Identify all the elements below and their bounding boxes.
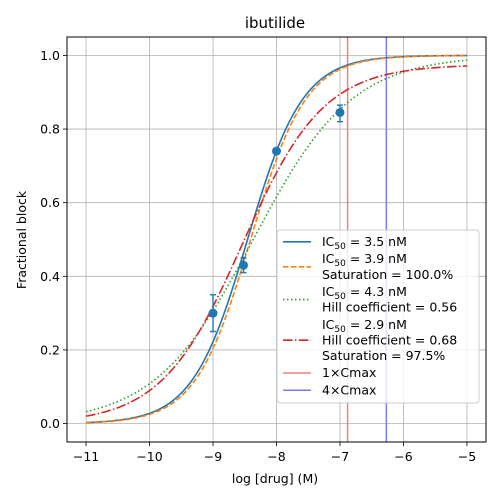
legend-label-text: IC [322,251,335,266]
data-point [208,308,218,318]
data-points [208,104,345,333]
legend-label-text: Saturation = 97.5% [322,348,445,363]
fit-curve [86,54,467,424]
chart-title: ibutilide [245,14,305,32]
legend-label-text: IC [322,284,335,299]
data-point [238,260,248,270]
legend-label-text: = 3.5 nM [346,234,407,249]
x-tick-label: −11 [73,449,99,464]
fit-curve [85,65,467,417]
legend-label: IC50 = 4.3 nM [322,284,407,302]
legend-label-text: = 4.3 nM [346,284,407,299]
legend-label: IC50 = 3.9 nM [322,251,407,269]
legend-label-subscript: 50 [334,259,346,269]
legend-label-text: = 3.9 nM [346,251,407,266]
legend-label-subscript: 50 [334,325,346,335]
legend-label-text: 4×Cmax [322,382,376,397]
y-tick-label: 0.4 [40,269,60,284]
data-point [335,107,345,117]
legend-label-subscript: 50 [334,292,346,302]
legend-label: 4×Cmax [322,382,376,397]
legend-label-text: Saturation = 100.0% [322,267,453,282]
x-tick-label: −10 [136,449,162,464]
y-tick-label: 0.6 [40,195,60,210]
legend-label: Saturation = 97.5% [322,348,445,363]
legend-label: Hill coefficient = 0.68 [322,332,457,347]
x-axis-ticks: −11 −10 −9 −8 −7 −6 −5 [73,442,476,464]
x-tick-label: −7 [331,449,349,464]
x-axis-label: log [drug] (M) [232,471,318,486]
legend-label-subscript: 50 [334,242,346,252]
legend-label-text: IC [322,317,335,332]
y-tick-label: 0.0 [40,416,60,431]
x-tick-label: −8 [267,449,285,464]
legend-label: IC50 = 3.5 nM [322,234,407,252]
legend-label-text: Hill coefficient = 0.68 [322,332,457,347]
legend-label-text: Hill coefficient = 0.56 [322,300,457,315]
legend-label: IC50 = 2.9 nM [322,317,407,335]
x-tick-label: −5 [458,449,476,464]
y-tick-label: 0.8 [40,122,60,137]
legend-label: Saturation = 100.0% [322,267,453,282]
legend-label: Hill coefficient = 0.56 [322,300,457,315]
legend-label-text: = 2.9 nM [346,317,407,332]
x-tick-label: −6 [394,449,412,464]
legend-label-text: IC [322,234,335,249]
x-tick-label: −9 [204,449,222,464]
legend-box [276,229,480,404]
data-point [272,146,281,156]
legend-label-text: 1×Cmax [322,365,376,380]
y-tick-label: 1.0 [40,48,60,63]
y-axis-label: Fractional block [14,190,29,289]
legend-label: 1×Cmax [322,365,376,380]
y-axis-ticks: 0.0 0.2 0.4 0.6 0.8 1.0 [40,48,67,431]
y-tick-label: 0.2 [40,342,60,357]
